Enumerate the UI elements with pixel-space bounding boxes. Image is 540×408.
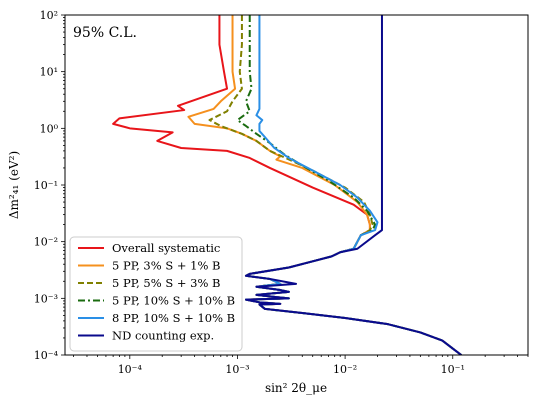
- legend-label: 8 PP, 10% S + 10% B: [112, 311, 235, 325]
- x-axis-label: sin² 2θ_μe: [265, 381, 327, 395]
- y-tick-label: 10⁻³: [34, 292, 58, 305]
- y-tick-label: 10⁻¹: [34, 179, 58, 192]
- x-tick-label: 10⁻¹: [441, 363, 465, 376]
- x-tick-label: 10⁻⁴: [118, 363, 143, 376]
- y-axis-label: Δm²₄₁ (eV²): [7, 151, 21, 219]
- y-tick-label: 10¹: [40, 66, 58, 79]
- x-tick-label: 10⁻³: [225, 363, 249, 376]
- legend-label: 5 PP, 10% S + 10% B: [112, 294, 235, 308]
- y-tick-label: 10⁰: [40, 122, 59, 135]
- y-tick-label: 10²: [40, 9, 58, 22]
- legend-label: 5 PP, 5% S + 3% B: [112, 276, 221, 290]
- axis-ticks: 10⁻⁴ 10⁻³ 10⁻² 10⁻¹ 10⁻⁴ 10⁻³ 10⁻² 10⁻¹ 10⁰ 10¹ 10…: [34, 9, 529, 376]
- cl-annotation: 95% C.L.: [73, 25, 137, 41]
- y-tick-label: 10⁻²: [34, 236, 58, 249]
- legend-box: [69, 236, 243, 352]
- plot-frame: [64, 14, 529, 356]
- legend: Overall systematic 5 PP, 3% S + 1% B 5 PP,…: [69, 236, 243, 352]
- legend-label: ND counting exp.: [112, 329, 214, 343]
- x-tick-label: 10⁻²: [333, 363, 357, 376]
- series-layer: [112, 15, 462, 355]
- series-line-5: [244, 15, 462, 355]
- legend-label: 5 PP, 3% S + 1% B: [112, 259, 221, 273]
- legend-label: Overall systematic: [112, 241, 220, 255]
- y-tick-label: 10⁻⁴: [34, 349, 59, 362]
